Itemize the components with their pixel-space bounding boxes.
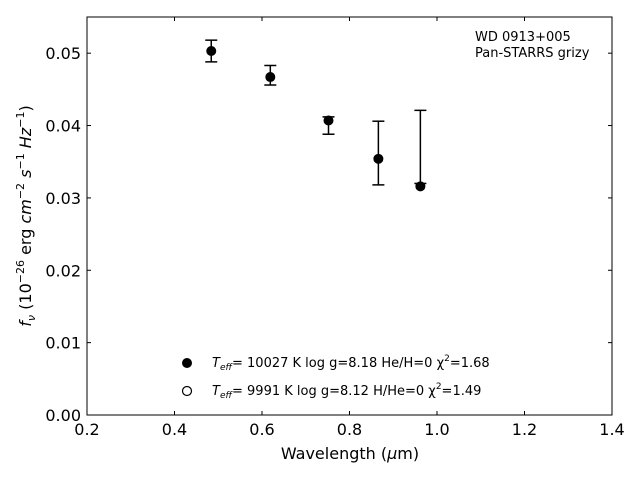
legend-marker-open [181,385,193,397]
y-tick-label: 0.03 [45,189,81,208]
y-tick-label: 0.00 [45,406,81,425]
y-axis-label: fν (10−26 erg cm−2 s−1 Hz−1) [14,105,38,326]
x-tick-label: 1.0 [424,420,449,439]
model-point [415,181,426,192]
x-axis-ticks: 0.2 0.4 0.6 0.8 1.0 1.2 1.4 [74,17,625,439]
y-tick-label: 0.04 [45,117,81,136]
legend-entry-he: Teff= 10027 K log g=8.18 He/H=0 χ2=1.68 [212,354,490,373]
y-tick-label: 0.05 [45,44,81,63]
legend-entry-h: Teff= 9991 K log g=8.12 H/He=0 χ2=1.49 [212,382,481,401]
x-axis-label: Wavelength (μm) [281,444,419,463]
y-tick-label: 0.01 [45,334,81,353]
annotation-target: WD 0913+005 [475,30,571,45]
x-tick-label: 0.6 [249,420,274,439]
model-point [206,46,217,57]
legend-marker-filled [182,358,192,368]
y-tick-label: 0.02 [45,261,81,280]
data-points [206,46,426,192]
model-point [265,72,276,83]
model-point [373,153,384,164]
y-axis-ticks: 0.00 0.01 0.02 0.03 0.04 0.05 [45,44,612,425]
model-point [323,115,334,126]
x-tick-label: 1.4 [599,420,624,439]
x-tick-label: 0.8 [337,420,362,439]
error-bars [205,39,427,186]
x-tick-label: 1.2 [512,420,537,439]
x-tick-label: 0.4 [162,420,187,439]
legend: Teff= 10027 K log g=8.18 He/H=0 χ2=1.68 … [181,354,490,401]
annotation-survey: Pan-STARRS grizy [475,46,590,61]
x-tick-label: 0.2 [74,420,99,439]
